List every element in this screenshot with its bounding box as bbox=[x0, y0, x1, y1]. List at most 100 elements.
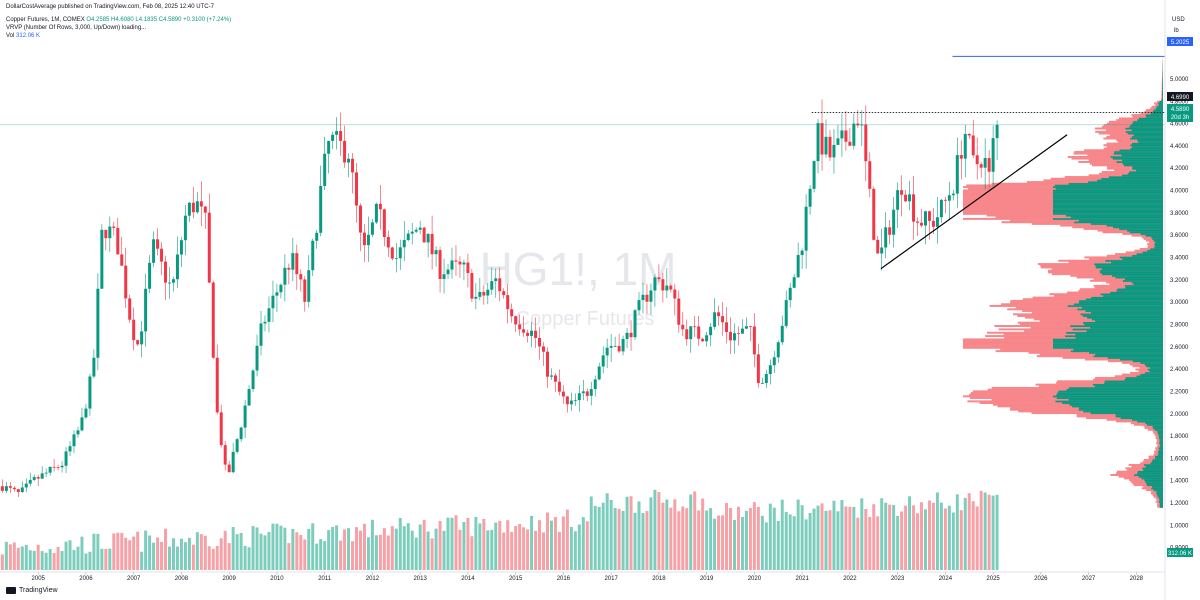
time-tick-label: 2014 bbox=[461, 576, 475, 582]
volume-bar bbox=[947, 505, 951, 570]
volume-bar bbox=[955, 494, 959, 570]
time-tick-label: 2006 bbox=[79, 576, 93, 582]
volume-bar bbox=[912, 505, 916, 570]
volume-bar bbox=[179, 538, 183, 570]
candle-body bbox=[466, 262, 470, 274]
watermark-name: Copper Futures bbox=[516, 308, 655, 330]
volume-profile-row-up bbox=[1144, 479, 1163, 482]
candle-body bbox=[355, 172, 358, 206]
volume-bar bbox=[617, 508, 621, 570]
volume-bar bbox=[820, 503, 824, 570]
volume-profile-row-up bbox=[1154, 428, 1163, 431]
candle-body bbox=[410, 231, 414, 234]
candle-body bbox=[358, 205, 362, 233]
candle-body bbox=[709, 326, 713, 336]
volume-bar bbox=[792, 516, 796, 570]
volume-bar bbox=[358, 530, 362, 570]
volume-bar bbox=[609, 499, 613, 570]
volume-bar bbox=[756, 506, 760, 570]
volume-bar bbox=[227, 543, 231, 570]
volume-profile-row-up bbox=[1162, 90, 1163, 93]
volume-profile-row-up bbox=[1119, 227, 1163, 230]
candle-body bbox=[601, 355, 605, 367]
candle-body bbox=[16, 489, 20, 493]
volume-profile-row-up bbox=[1162, 77, 1163, 80]
candle-body bbox=[32, 477, 36, 480]
time-tick-label: 2007 bbox=[127, 576, 141, 582]
volume-profile-row-up bbox=[1153, 489, 1163, 492]
candle-body bbox=[482, 291, 486, 296]
volume-profile-row-up bbox=[1133, 283, 1163, 286]
countdown-tag: 20d 3h bbox=[1171, 115, 1189, 121]
volume-profile-row-up bbox=[1162, 94, 1163, 96]
legend-vrvp[interactable]: VRVP (Number Of Rows, 3,000, Up/Down) lo… bbox=[6, 25, 147, 31]
volume-bar bbox=[709, 508, 713, 570]
volume-bar bbox=[271, 523, 275, 570]
legend-volume[interactable]: Vol 312.06 K bbox=[6, 32, 40, 40]
volume-bar bbox=[12, 542, 16, 570]
volume-profile-row-up bbox=[1053, 211, 1163, 214]
volume-bar bbox=[223, 530, 227, 570]
volume-profile-row-up bbox=[1055, 400, 1163, 403]
volume-bar bbox=[243, 545, 247, 570]
candle-body bbox=[386, 236, 390, 248]
time-axis[interactable]: 2005 2006 2007 2008 2009 2010 2011 2012 2013 2014… bbox=[32, 572, 1144, 582]
volume-profile-row-up bbox=[1157, 430, 1163, 433]
candle-body bbox=[502, 291, 506, 296]
volume-profile-row-up bbox=[1162, 92, 1163, 95]
volume-profile-row-up bbox=[1072, 328, 1163, 331]
volume-bar bbox=[116, 532, 120, 570]
volume-bar bbox=[880, 498, 884, 570]
volume-bar bbox=[255, 527, 259, 570]
volume-bar bbox=[462, 522, 466, 570]
price-axis[interactable]: 0.80001.00001.20001.40001.60001.80002.00… bbox=[1170, 77, 1189, 552]
volume-bar bbox=[152, 542, 156, 570]
volume-bar bbox=[355, 527, 358, 570]
volume-profile-row-up bbox=[1150, 366, 1163, 369]
volume-bar bbox=[569, 526, 573, 570]
volume-profile-row-up bbox=[1122, 258, 1163, 261]
legend-main[interactable]: Copper Futures, 1M, COMEX O4.2585 H4.608… bbox=[6, 16, 231, 24]
volume-profile-row-up bbox=[1101, 268, 1163, 271]
volume-bar bbox=[935, 492, 939, 570]
volume-profile-row-up bbox=[1155, 457, 1163, 460]
candle-body bbox=[506, 295, 510, 310]
candle-body bbox=[28, 479, 32, 484]
high-price-tag-bg bbox=[1167, 37, 1193, 46]
volume-profile-row-up bbox=[1131, 281, 1163, 284]
volume-bar bbox=[287, 543, 291, 570]
candle-body bbox=[542, 346, 545, 352]
candle-body bbox=[593, 379, 597, 390]
candle-body bbox=[561, 391, 565, 397]
candle-body bbox=[64, 451, 68, 466]
tradingview-logo[interactable]: TradingView bbox=[6, 587, 58, 594]
volume-profile-row-up bbox=[1132, 122, 1163, 125]
brand-name: TradingView bbox=[19, 587, 58, 594]
time-tick-label: 2021 bbox=[795, 576, 809, 582]
volume-profile-row-up bbox=[1159, 443, 1163, 446]
watermark-symbol: HG1!, 1M bbox=[480, 243, 677, 295]
candle-body bbox=[852, 123, 856, 146]
volume-bar bbox=[780, 499, 784, 570]
volume-profile-row-up bbox=[1125, 376, 1163, 379]
candle-body bbox=[259, 323, 263, 346]
volume-profile-row-up bbox=[1157, 494, 1163, 497]
candle-body bbox=[48, 466, 52, 473]
candle-body bbox=[824, 136, 828, 155]
volume-bar bbox=[386, 535, 390, 570]
volume-profile-row-up bbox=[1125, 127, 1163, 130]
volume-bar bbox=[764, 522, 768, 570]
candle-body bbox=[991, 138, 995, 172]
volume-bar bbox=[625, 496, 629, 570]
candle-body bbox=[625, 332, 629, 339]
volume-bar bbox=[963, 497, 967, 570]
candle-body bbox=[657, 277, 661, 280]
publish-info: DollarCostAverage published on TradingVi… bbox=[6, 4, 214, 10]
volume-bar bbox=[788, 514, 792, 570]
volume-profile-row-up bbox=[1142, 467, 1163, 470]
volume-bar bbox=[470, 536, 474, 570]
volume-bar bbox=[844, 506, 848, 570]
dotted-price-tag-bg bbox=[1167, 92, 1193, 101]
volume-profile-row-up bbox=[1056, 393, 1163, 396]
